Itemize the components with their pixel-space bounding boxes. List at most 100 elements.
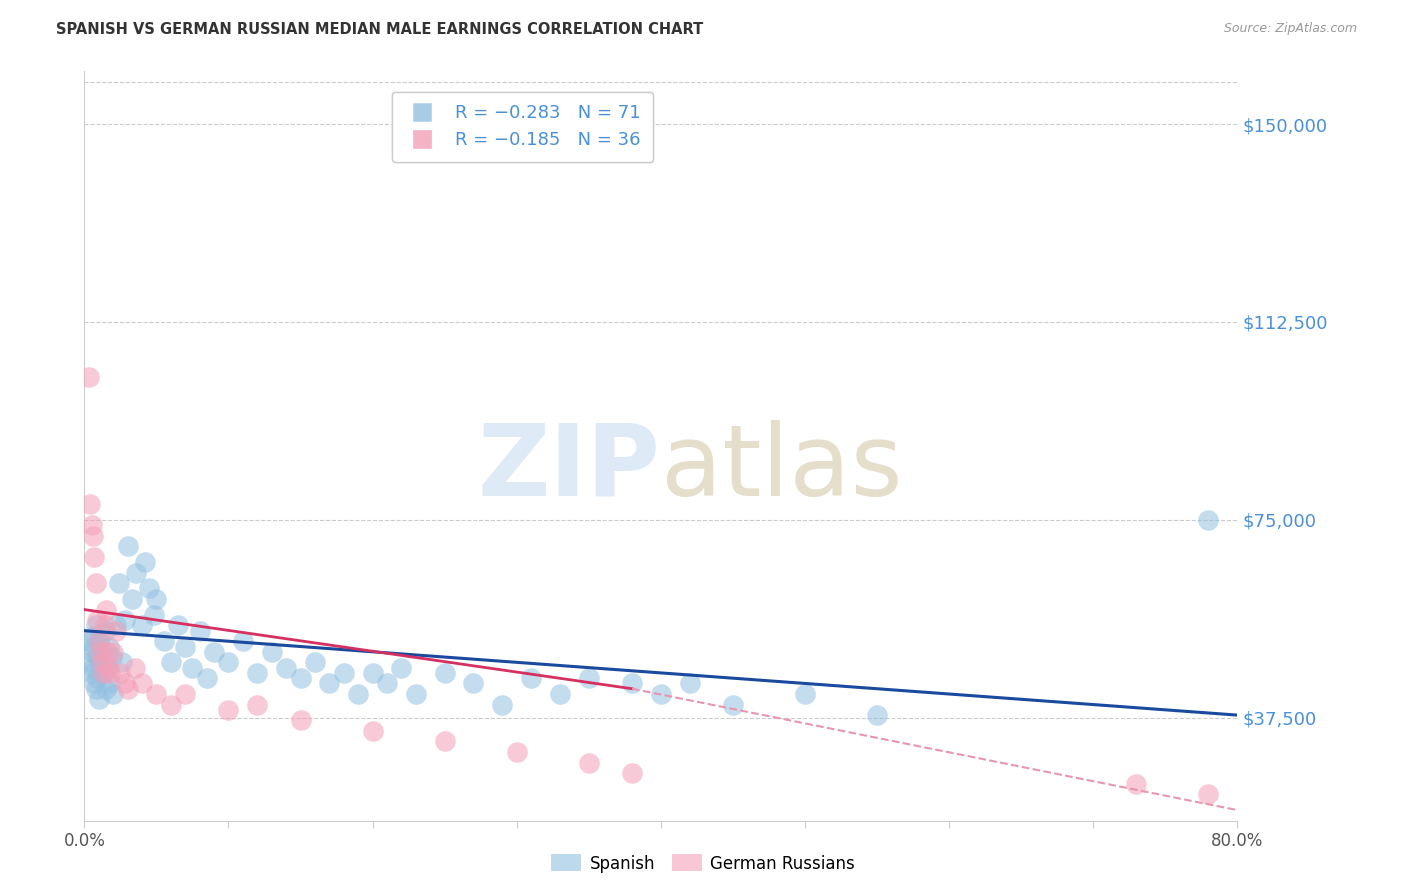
Point bbox=[121, 592, 143, 607]
Point bbox=[82, 529, 104, 543]
Point bbox=[1198, 513, 1220, 527]
Point bbox=[93, 624, 115, 638]
Point bbox=[87, 692, 110, 706]
Point bbox=[375, 676, 398, 690]
Point bbox=[405, 687, 427, 701]
Point bbox=[621, 766, 644, 780]
Point bbox=[124, 660, 146, 674]
Point bbox=[318, 676, 340, 690]
Point bbox=[84, 576, 107, 591]
Point bbox=[548, 687, 571, 701]
Point bbox=[84, 618, 107, 632]
Point bbox=[89, 645, 111, 659]
Point bbox=[98, 676, 121, 690]
Point bbox=[578, 671, 600, 685]
Point bbox=[520, 671, 543, 685]
Point bbox=[621, 676, 644, 690]
Point bbox=[361, 665, 384, 680]
Point bbox=[89, 656, 111, 670]
Text: ZIP: ZIP bbox=[478, 420, 661, 517]
Point bbox=[96, 660, 118, 674]
Point bbox=[98, 665, 121, 680]
Point bbox=[167, 618, 190, 632]
Text: SPANISH VS GERMAN RUSSIAN MEDIAN MALE EARNINGS CORRELATION CHART: SPANISH VS GERMAN RUSSIAN MEDIAN MALE EA… bbox=[56, 22, 703, 37]
Point bbox=[80, 518, 103, 533]
Point bbox=[246, 665, 269, 680]
Point bbox=[80, 665, 103, 680]
Point bbox=[202, 645, 225, 659]
Point bbox=[333, 665, 356, 680]
Point bbox=[80, 645, 103, 659]
Point bbox=[114, 613, 136, 627]
Point bbox=[794, 687, 817, 701]
Point bbox=[142, 607, 165, 622]
Point bbox=[218, 656, 240, 670]
Point bbox=[86, 650, 108, 665]
Text: Source: ZipAtlas.com: Source: ZipAtlas.com bbox=[1223, 22, 1357, 36]
Point bbox=[96, 645, 118, 659]
Point bbox=[433, 734, 456, 748]
Point bbox=[1198, 787, 1220, 801]
Point bbox=[160, 656, 183, 670]
Point bbox=[188, 624, 211, 638]
Text: atlas: atlas bbox=[661, 420, 903, 517]
Point bbox=[91, 665, 114, 680]
Point bbox=[290, 671, 312, 685]
Point bbox=[79, 656, 101, 670]
Point bbox=[578, 756, 600, 770]
Point bbox=[433, 665, 456, 680]
Point bbox=[491, 698, 513, 712]
Point bbox=[114, 676, 136, 690]
Point bbox=[160, 698, 183, 712]
Point bbox=[276, 660, 298, 674]
Point bbox=[82, 660, 104, 674]
Point bbox=[304, 656, 326, 670]
Point bbox=[721, 698, 744, 712]
Point bbox=[260, 645, 283, 659]
Point bbox=[84, 681, 107, 696]
Point bbox=[679, 676, 702, 690]
Point bbox=[87, 634, 110, 648]
Point bbox=[94, 602, 117, 616]
Legend: Spanish, German Russians: Spanish, German Russians bbox=[544, 847, 862, 880]
Point bbox=[463, 676, 485, 690]
Point bbox=[93, 618, 115, 632]
Point bbox=[117, 681, 139, 696]
Point bbox=[91, 665, 114, 680]
Point bbox=[83, 676, 105, 690]
Point bbox=[83, 549, 105, 564]
Point bbox=[391, 660, 413, 674]
Point bbox=[105, 624, 128, 638]
Point bbox=[87, 634, 110, 648]
Point bbox=[82, 640, 104, 654]
Point bbox=[90, 645, 112, 659]
Point bbox=[131, 676, 153, 690]
Point bbox=[138, 582, 160, 596]
Point bbox=[110, 665, 132, 680]
Point bbox=[866, 708, 889, 723]
Point bbox=[650, 687, 672, 701]
Point bbox=[108, 576, 131, 591]
Point bbox=[131, 618, 153, 632]
Point bbox=[134, 555, 156, 569]
Point bbox=[103, 687, 124, 701]
Point bbox=[105, 618, 128, 632]
Point bbox=[86, 671, 108, 685]
Point bbox=[79, 497, 101, 511]
Point bbox=[145, 687, 167, 701]
Point bbox=[97, 660, 120, 674]
Point bbox=[246, 698, 269, 712]
Point bbox=[145, 592, 167, 607]
Point bbox=[347, 687, 370, 701]
Point bbox=[83, 629, 105, 643]
Legend: R = −0.283   N = 71, R = −0.185   N = 36: R = −0.283 N = 71, R = −0.185 N = 36 bbox=[392, 92, 654, 162]
Point bbox=[174, 687, 197, 701]
Point bbox=[77, 370, 100, 384]
Point bbox=[94, 681, 117, 696]
Point bbox=[218, 703, 240, 717]
Point bbox=[181, 660, 204, 674]
Point bbox=[195, 671, 218, 685]
Point bbox=[100, 650, 122, 665]
Point bbox=[103, 645, 124, 659]
Point bbox=[361, 723, 384, 738]
